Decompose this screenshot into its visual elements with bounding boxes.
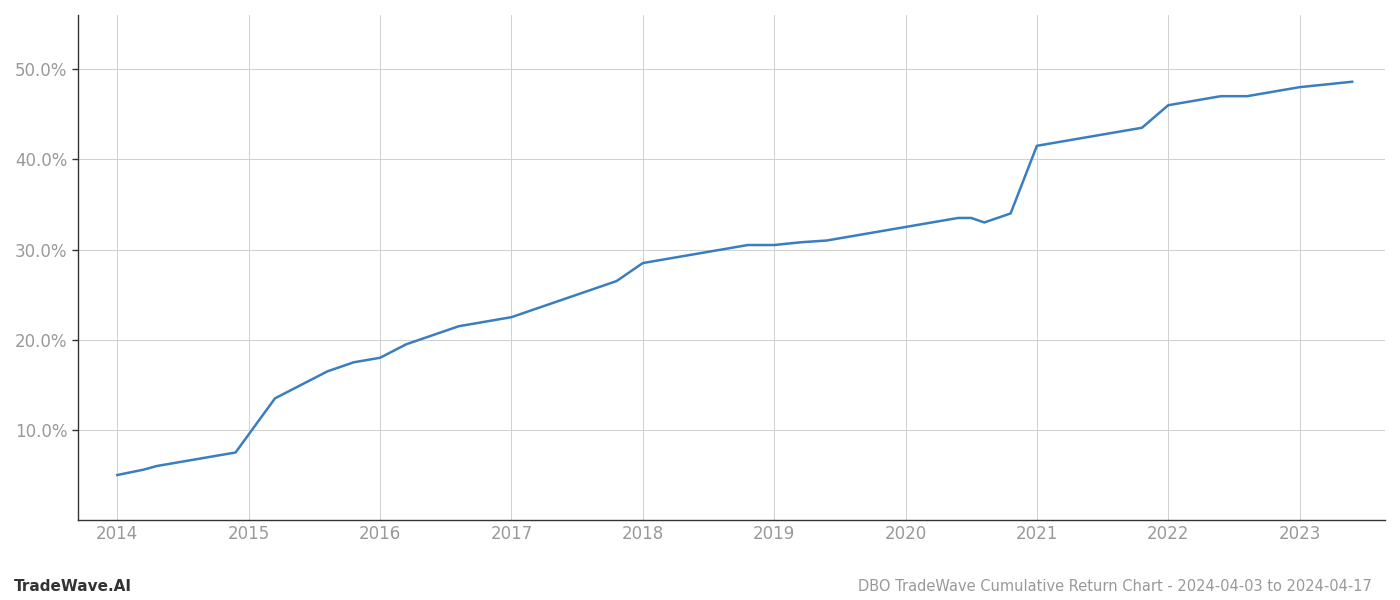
Text: TradeWave.AI: TradeWave.AI [14,579,132,594]
Text: DBO TradeWave Cumulative Return Chart - 2024-04-03 to 2024-04-17: DBO TradeWave Cumulative Return Chart - … [858,579,1372,594]
